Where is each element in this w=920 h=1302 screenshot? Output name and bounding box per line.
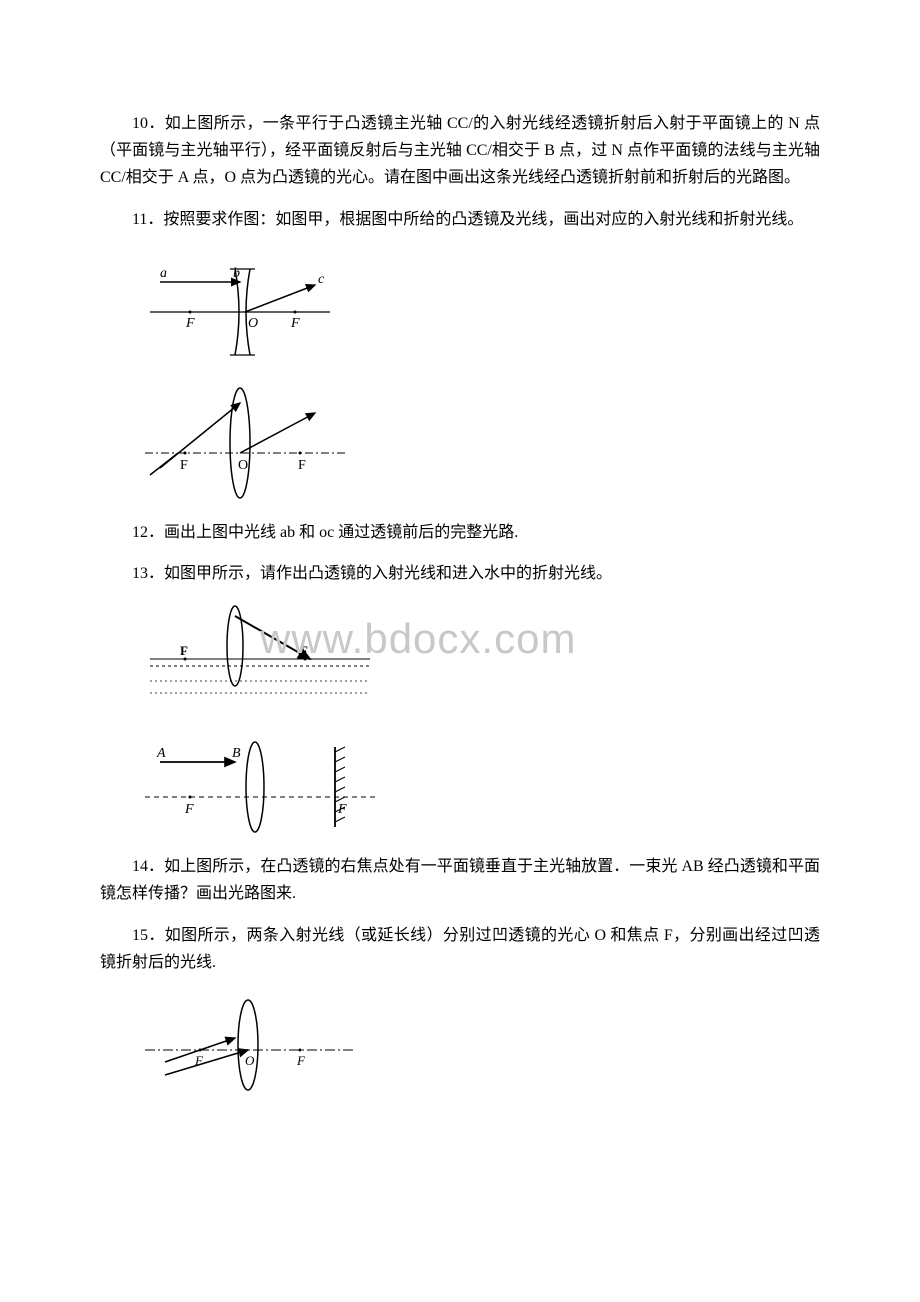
- svg-text:F: F: [194, 1053, 204, 1068]
- question-13: 13．如图甲所示，请作出凸透镜的入射光线和进入水中的折射光线。: [100, 560, 820, 587]
- question-11: 11．按照要求作图：如图甲，根据图中所给的凸透镜及光线，画出对应的入射光线和折射…: [100, 206, 820, 233]
- svg-text:O: O: [238, 458, 248, 473]
- diagram-q13: F F: [140, 601, 820, 711]
- diagram-q11: a b c F O F: [140, 247, 820, 357]
- svg-text:c: c: [318, 272, 325, 287]
- svg-text:b: b: [233, 266, 240, 281]
- svg-text:B: B: [232, 746, 241, 761]
- svg-text:A: A: [156, 746, 166, 761]
- svg-text:F: F: [180, 643, 188, 658]
- diagram-q11b: F O F: [140, 373, 820, 503]
- svg-text:F: F: [185, 316, 195, 331]
- question-14: 14．如上图所示，在凸透镜的右焦点处有一平面镜垂直于主光轴放置．一束光 AB 经…: [100, 853, 820, 907]
- svg-text:F: F: [300, 643, 308, 658]
- document-page: www.bdocx.com 10．如上图所示，一条平行于凸透镜主光轴 CC/的入…: [0, 0, 920, 1176]
- svg-text:F: F: [298, 458, 306, 473]
- svg-text:O: O: [248, 316, 258, 331]
- diagram-q15: F O F: [140, 990, 820, 1100]
- svg-text:a: a: [160, 266, 167, 281]
- svg-text:F: F: [184, 802, 194, 817]
- question-10: 10．如上图所示，一条平行于凸透镜主光轴 CC/的入射光线经透镜折射后入射于平面…: [100, 110, 820, 192]
- question-12: 12．画出上图中光线 ab 和 oc 通过透镜前后的完整光路.: [100, 519, 820, 546]
- diagram-q14: A B F F: [140, 727, 820, 837]
- svg-text:F: F: [180, 458, 188, 473]
- svg-text:F: F: [290, 316, 300, 331]
- svg-text:F: F: [296, 1053, 306, 1068]
- question-15: 15．如图所示，两条入射光线（或延长线）分别过凹透镜的光心 O 和焦点 F，分别…: [100, 922, 820, 976]
- svg-text:F: F: [337, 802, 347, 817]
- svg-text:O: O: [245, 1053, 255, 1068]
